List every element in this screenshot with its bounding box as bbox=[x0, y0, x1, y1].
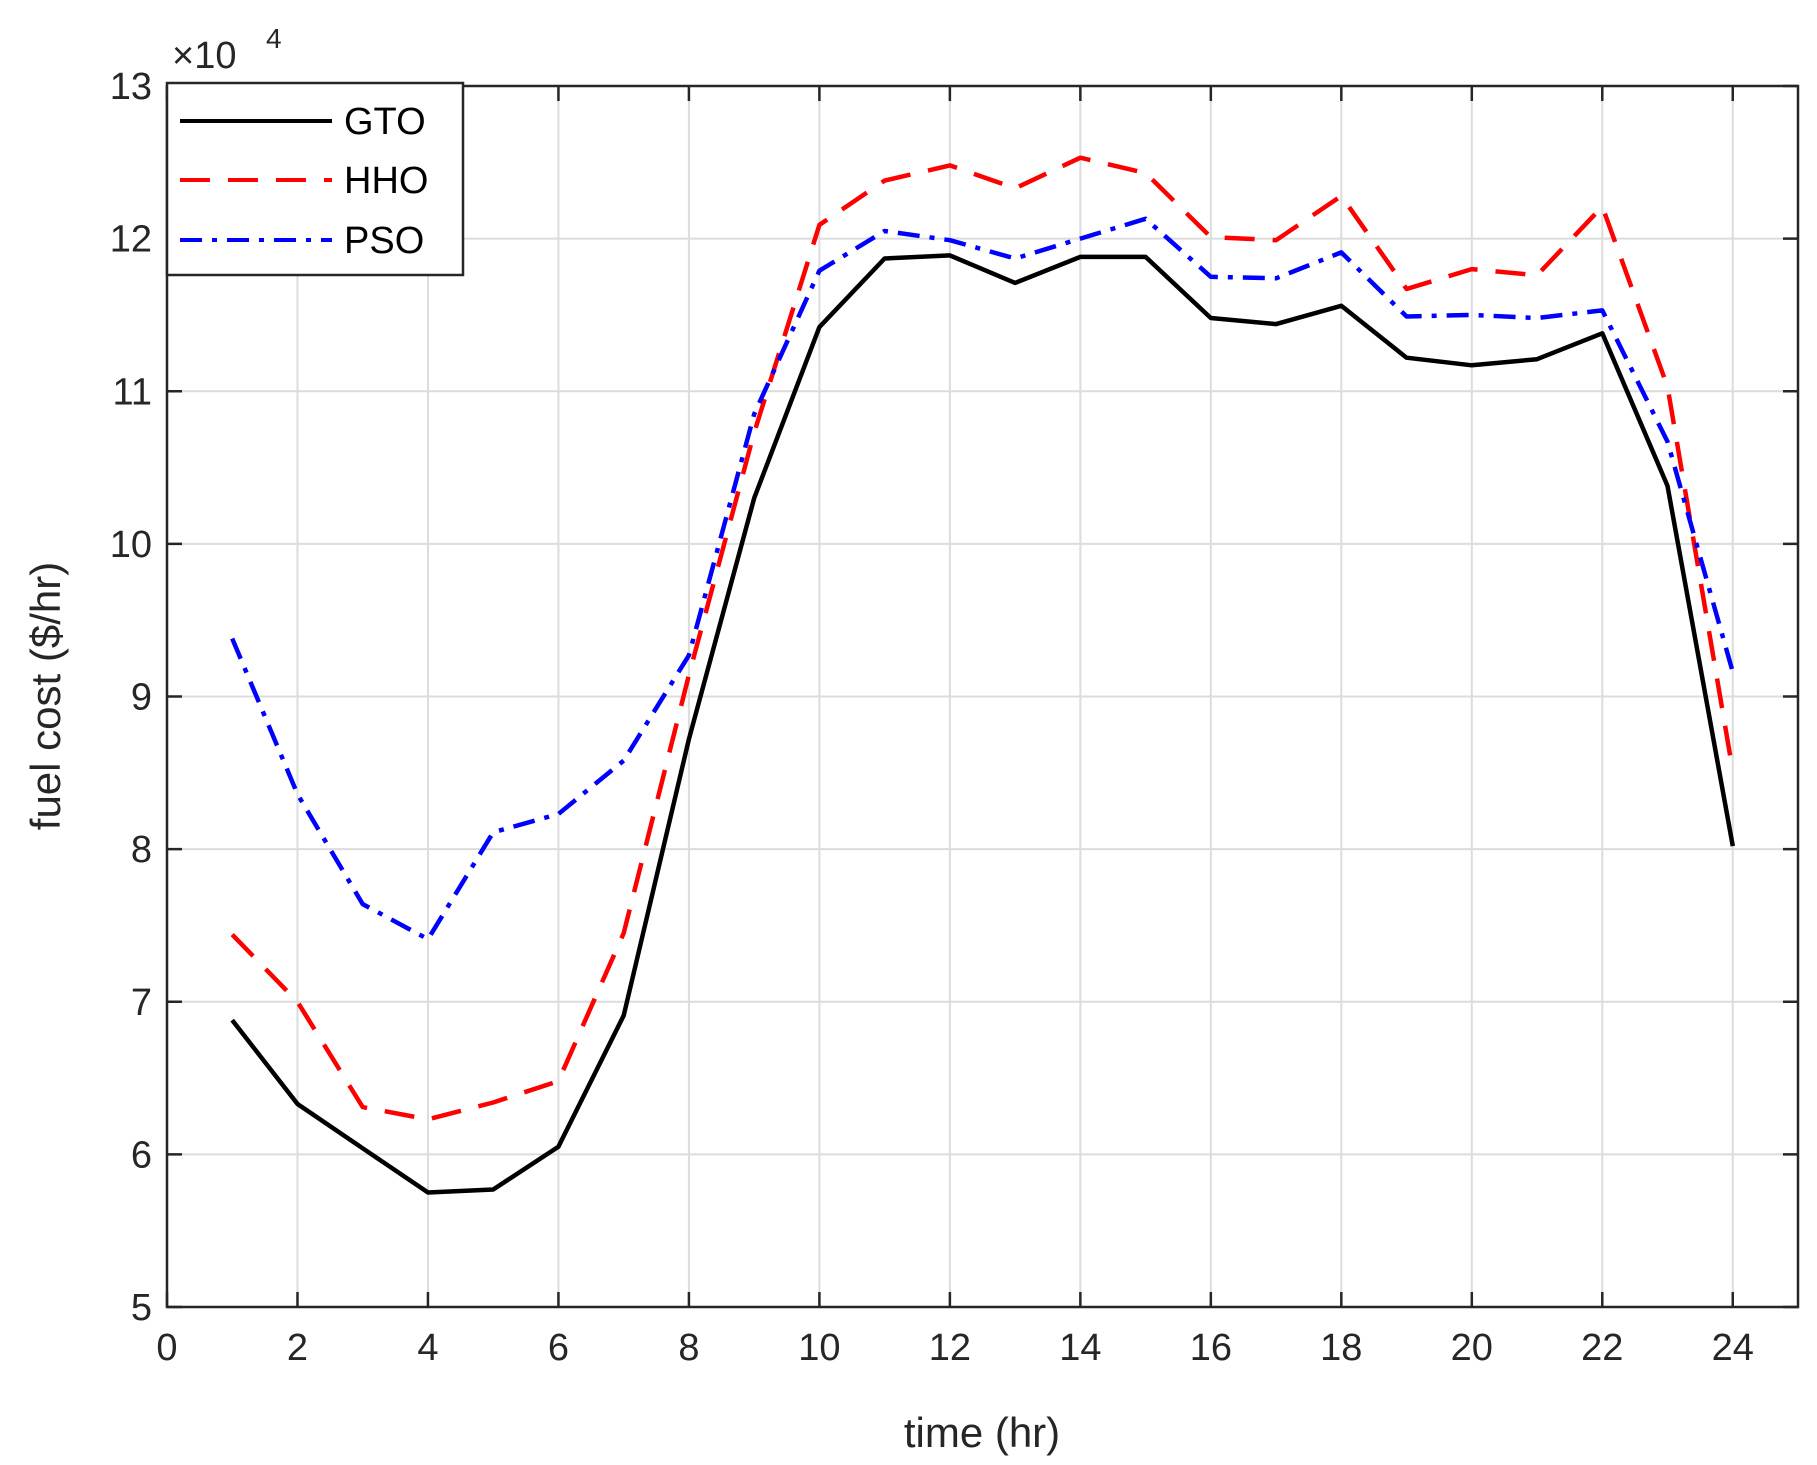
x-tick-label: 0 bbox=[156, 1327, 177, 1369]
grid bbox=[167, 86, 1798, 1307]
exponent-power: 4 bbox=[266, 23, 282, 54]
series-layer bbox=[230, 155, 1736, 1195]
series-line-pso bbox=[230, 216, 1735, 942]
x-tick-label: 18 bbox=[1320, 1327, 1362, 1369]
y-tick-label: 8 bbox=[131, 829, 152, 871]
x-tick-label: 10 bbox=[798, 1327, 840, 1369]
x-tick-label: 16 bbox=[1190, 1327, 1232, 1369]
x-tick-label: 24 bbox=[1712, 1327, 1754, 1369]
x-tick-label: 14 bbox=[1059, 1327, 1101, 1369]
x-tick-label: 2 bbox=[287, 1327, 308, 1369]
x-tick-label: 8 bbox=[678, 1327, 699, 1369]
y-tick-label: 11 bbox=[113, 371, 152, 413]
x-tick-label: 12 bbox=[929, 1327, 971, 1369]
legend-box bbox=[165, 81, 465, 277]
x-tick-label: 6 bbox=[548, 1327, 569, 1369]
y-tick-label: 13 bbox=[110, 66, 152, 108]
y-tick-label: 12 bbox=[110, 219, 152, 261]
x-tick-label: 4 bbox=[417, 1327, 438, 1369]
legend-label-pso: PSO bbox=[344, 220, 424, 262]
y-tick-label: 10 bbox=[110, 524, 152, 566]
y-tick-label: 5 bbox=[131, 1287, 152, 1329]
x-tick-label: 22 bbox=[1581, 1327, 1623, 1369]
y-tick-label: 6 bbox=[131, 1134, 152, 1176]
y-tick-label: 9 bbox=[131, 677, 152, 719]
series-line-hho bbox=[230, 155, 1736, 1122]
legend-label-gto: GTO bbox=[344, 101, 426, 143]
exponent-base: ×10 bbox=[172, 35, 236, 77]
series-line-gto bbox=[230, 253, 1736, 1195]
x-axis-label: time (hr) bbox=[904, 1409, 1060, 1456]
x-tick-label: 20 bbox=[1451, 1327, 1493, 1369]
y-axis-label: fuel cost ($/hr) bbox=[22, 562, 69, 830]
y-axis-exponent: ×10 4 bbox=[172, 23, 282, 77]
y-tick-label: 7 bbox=[131, 982, 152, 1024]
legend: GTO HHO PSO bbox=[165, 81, 465, 277]
legend-label-hho: HHO bbox=[344, 160, 428, 202]
